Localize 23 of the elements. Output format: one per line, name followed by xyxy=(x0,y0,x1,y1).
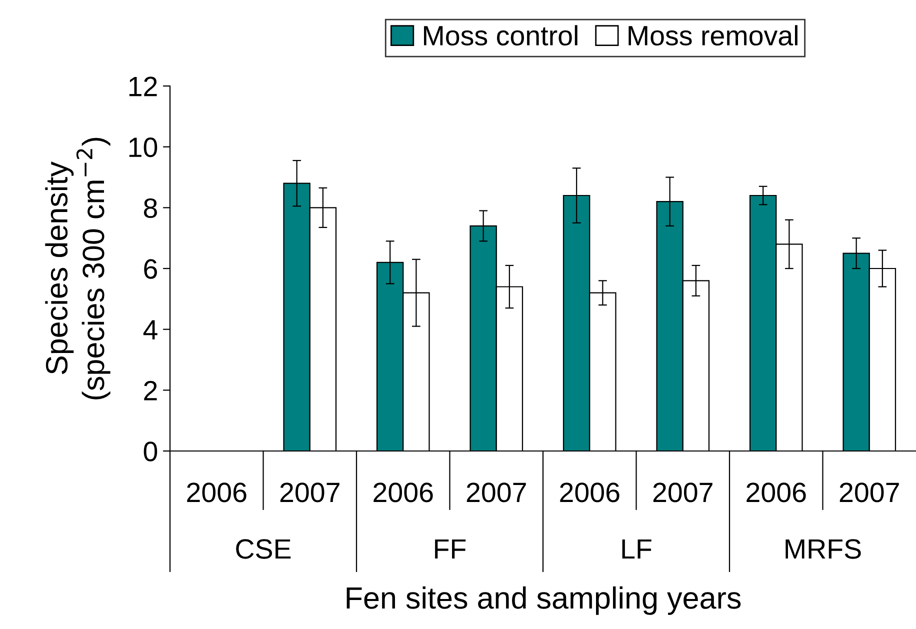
x-tick-label: 2007 xyxy=(466,482,526,502)
x-tick-label: 2006 xyxy=(187,482,246,502)
y-tick-label: 0 xyxy=(144,442,158,462)
legend-label: Moss removal xyxy=(628,25,798,46)
text: MRFS xyxy=(786,539,861,559)
legend-label: Moss control xyxy=(424,25,578,46)
text: FF xyxy=(435,539,466,559)
x-tick-label: 2007 xyxy=(280,482,340,502)
text: CSE xyxy=(236,539,291,559)
text: LF xyxy=(622,539,652,559)
y-tick-label: 10 xyxy=(129,138,158,158)
y-tick-label: 2 xyxy=(144,380,157,400)
x-tick-label: 2007 xyxy=(653,482,712,502)
x-tick-label: 2006 xyxy=(560,482,620,502)
y-tick-label: 6 xyxy=(144,259,157,279)
y-tick-label: 4 xyxy=(143,320,158,340)
y-tick-label: 12 xyxy=(129,76,157,96)
y-axis-title: Species density (species 300 cm$^{−2}$) xyxy=(45,138,110,400)
x-axis-title: Fen sites and sampling years xyxy=(346,586,741,615)
y-tick-label: 8 xyxy=(144,198,157,218)
x-tick-label: 2007 xyxy=(840,482,899,502)
x-tick-label: 2006 xyxy=(374,482,433,502)
x-tick-label: 2006 xyxy=(746,482,806,502)
